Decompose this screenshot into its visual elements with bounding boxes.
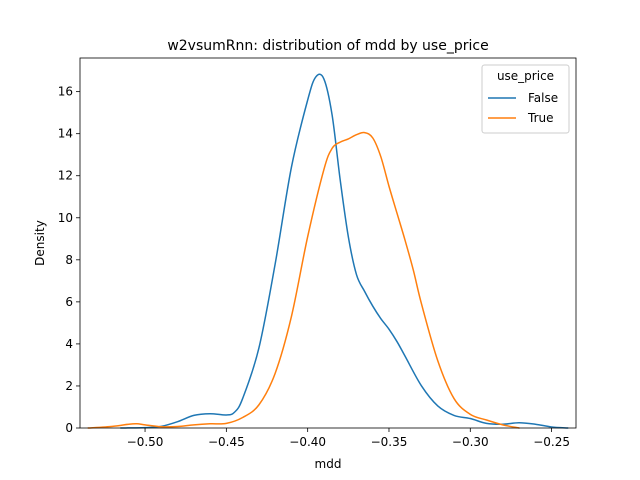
- y-tick-label: 16: [58, 85, 73, 99]
- plot-frame: [79, 57, 577, 429]
- legend: use_price False True: [481, 64, 570, 134]
- x-tick-label: −0.50: [127, 435, 164, 449]
- legend-box: [481, 64, 570, 134]
- legend-title: use_price: [497, 69, 554, 83]
- legend-entry-true: True: [527, 111, 554, 125]
- y-tick-label: 12: [58, 169, 73, 183]
- y-tick-label: 4: [65, 337, 73, 351]
- series-line-false: [119, 73, 569, 429]
- legend-entry-false: False: [528, 91, 558, 105]
- x-axis-label: mdd: [315, 457, 342, 471]
- y-tick-label: 0: [65, 421, 73, 435]
- x-tick-label: −0.45: [208, 435, 245, 449]
- y-tick-label: 6: [65, 295, 73, 309]
- x-tick-label: −0.40: [289, 435, 326, 449]
- y-axis: 0 2 4 6 8 10 12 14 16: [58, 85, 80, 435]
- x-tick-label: −0.30: [452, 435, 489, 449]
- series-layer: [87, 73, 569, 429]
- x-tick-label: −0.25: [533, 435, 570, 449]
- x-tick-label: −0.35: [371, 435, 408, 449]
- series-line-true: [87, 131, 520, 429]
- y-tick-label: 2: [65, 379, 73, 393]
- y-tick-label: 14: [58, 127, 73, 141]
- y-tick-label: 10: [58, 211, 73, 225]
- chart-title: w2vsumRnn: distribution of mdd by use_pr…: [167, 38, 488, 54]
- y-tick-label: 8: [65, 253, 73, 267]
- y-axis-label: Density: [33, 220, 47, 266]
- x-axis: −0.50 −0.45 −0.40 −0.35 −0.30 −0.25: [127, 428, 570, 449]
